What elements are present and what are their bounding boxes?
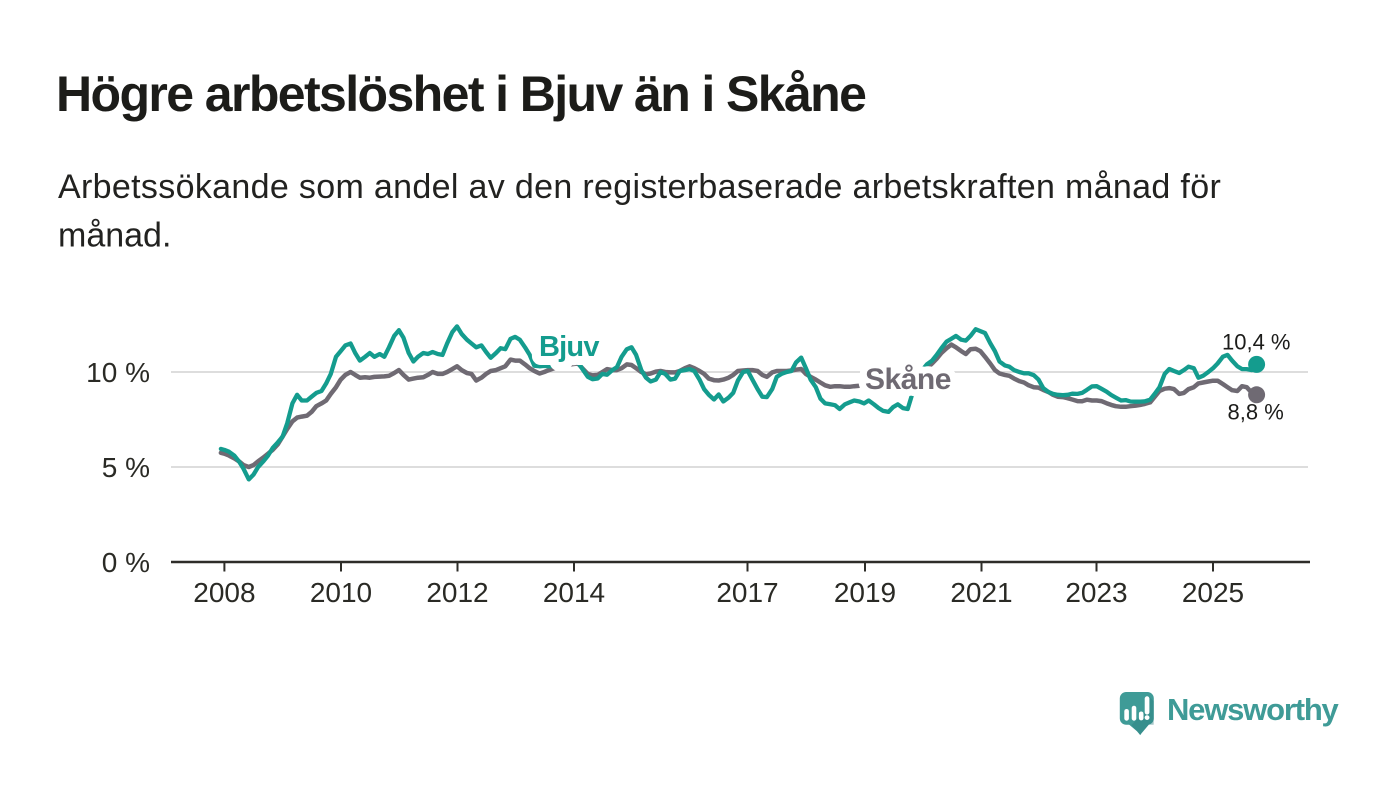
svg-text:2017: 2017 [716,577,778,608]
svg-text:2014: 2014 [543,577,605,608]
svg-text:2010: 2010 [310,577,372,608]
svg-text:0 %: 0 % [102,547,150,578]
svg-text:Högre arbetslöshet i Bjuv än i: Högre arbetslöshet i Bjuv än i Skåne [56,66,866,122]
svg-text:Bjuv: Bjuv [539,331,599,363]
svg-text:10 %: 10 % [86,357,150,388]
svg-text:2023: 2023 [1065,577,1127,608]
svg-text:8,8 %: 8,8 % [1228,400,1284,425]
svg-text:10,4 %: 10,4 % [1222,330,1291,355]
svg-text:Arbetssökande som andel av den: Arbetssökande som andel av den registerb… [58,168,1221,206]
svg-text:2008: 2008 [193,577,255,608]
svg-text:Newsworthy: Newsworthy [1167,692,1340,727]
svg-text:2019: 2019 [834,577,896,608]
svg-text:månad.: månad. [58,217,171,255]
svg-text:5 %: 5 % [102,452,150,483]
svg-text:Skåne: Skåne [865,363,951,396]
svg-text:2012: 2012 [426,577,488,608]
svg-text:2025: 2025 [1182,577,1244,608]
svg-text:2021: 2021 [950,577,1012,608]
